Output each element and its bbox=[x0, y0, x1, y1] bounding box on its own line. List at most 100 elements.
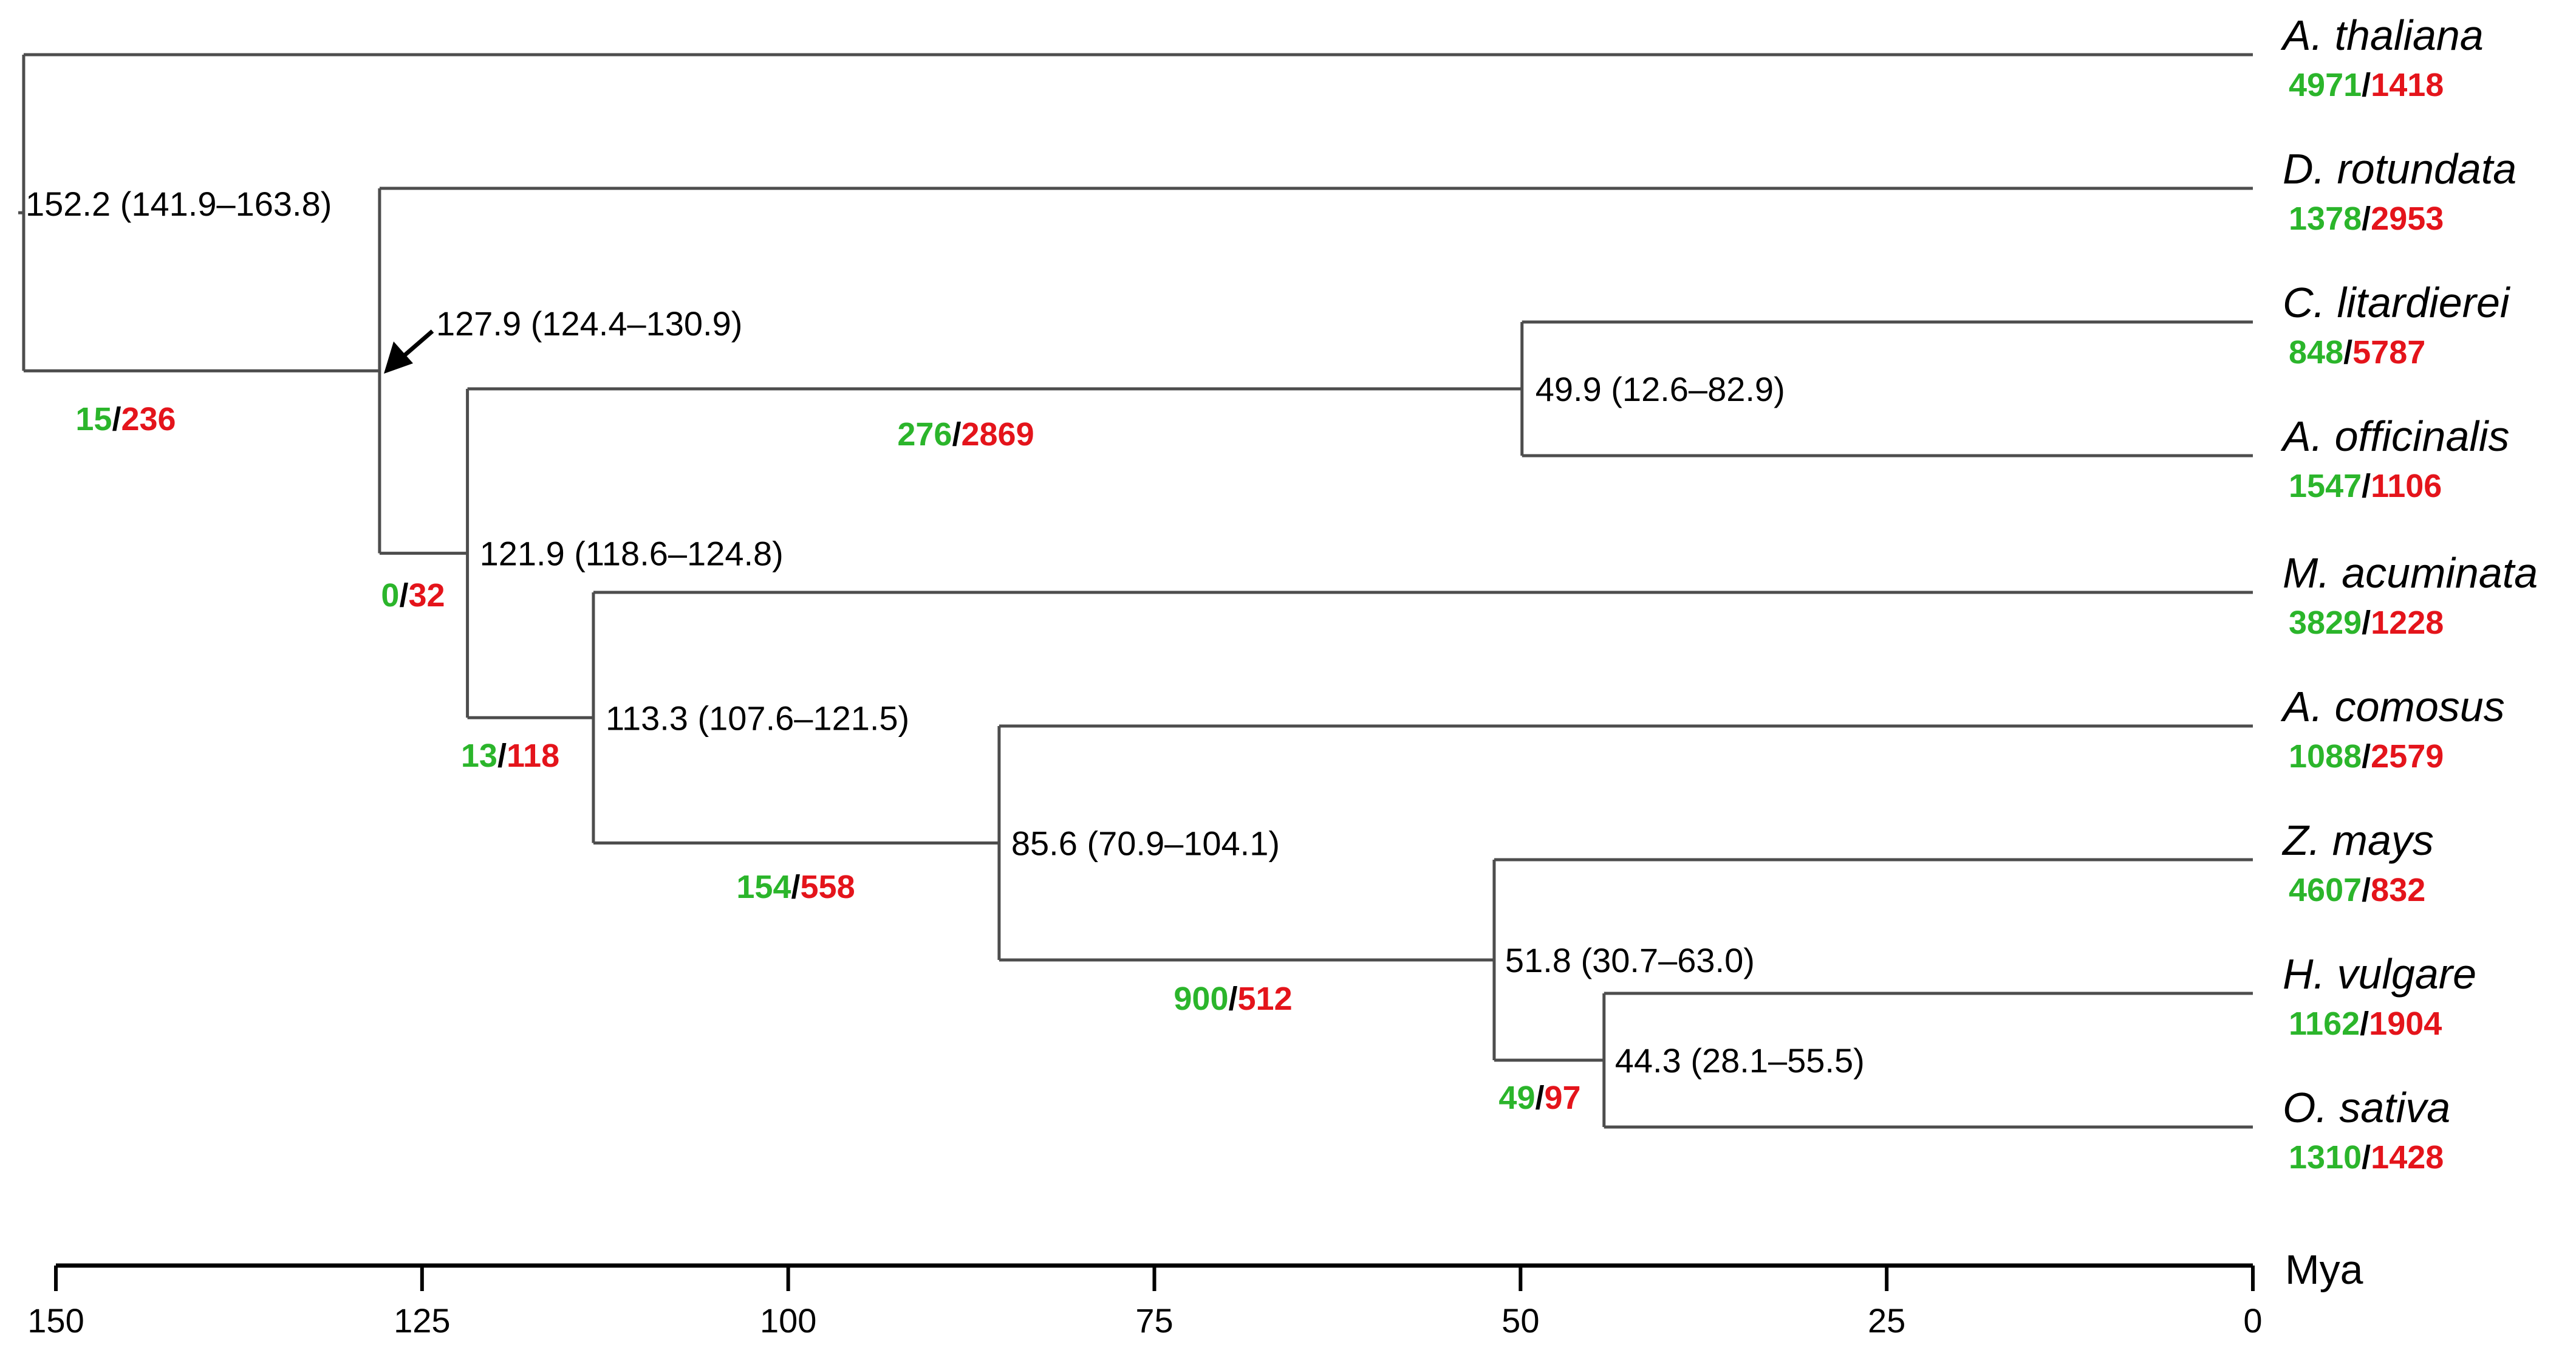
gain-count: 4971 bbox=[2289, 67, 2362, 103]
node-age-label: 51.8 (30.7–63.0) bbox=[1505, 941, 1755, 979]
count-separator: / bbox=[1228, 981, 1237, 1017]
gain-count: 15 bbox=[75, 401, 112, 437]
taxon-name: D. rotundata bbox=[2283, 145, 2516, 193]
branch-count-n121: 13/118 bbox=[461, 738, 559, 774]
node-age-label: 152.2 (141.9–163.8) bbox=[26, 185, 332, 223]
taxon-gain-loss: 1162/1904 bbox=[2289, 1006, 2442, 1042]
taxon-name: M. acuminata bbox=[2283, 549, 2538, 597]
node-age-label: 85.6 (70.9–104.1) bbox=[1011, 824, 1280, 863]
count-separator: / bbox=[2343, 334, 2352, 371]
taxon-3: A. officinalis 1547/1106 bbox=[2280, 413, 2509, 504]
node-age-labels: 152.2 (141.9–163.8) 127.9 (124.4–130.9) 12… bbox=[26, 185, 1865, 1080]
branch-count-root: 15/236 bbox=[75, 401, 176, 437]
count-separator: / bbox=[2362, 1139, 2371, 1176]
taxon-name: Z. mays bbox=[2281, 817, 2434, 864]
gain-count: 3829 bbox=[2289, 605, 2362, 641]
loss-count: 2953 bbox=[2371, 200, 2444, 237]
branch-count-monocots: 0/32 bbox=[381, 577, 445, 614]
loss-count: 2579 bbox=[2371, 738, 2444, 775]
axis-tick-label: 25 bbox=[1868, 1301, 1905, 1340]
axis-unit-label: Mya bbox=[2285, 1247, 2363, 1293]
arrow-icon bbox=[384, 329, 434, 374]
gain-count: 1547 bbox=[2289, 468, 2362, 504]
axis-tick-label: 125 bbox=[394, 1301, 450, 1340]
gain-count: 1162 bbox=[2289, 1006, 2360, 1042]
taxon-gain-loss: 1547/1106 bbox=[2289, 468, 2442, 504]
taxon-0: A. thaliana 4971/1418 bbox=[2280, 12, 2484, 103]
gain-count: 1088 bbox=[2289, 738, 2362, 775]
loss-count: 1106 bbox=[2371, 468, 2442, 504]
loss-count: 1428 bbox=[2371, 1139, 2444, 1176]
node-age-label: 121.9 (118.6–124.8) bbox=[480, 535, 784, 573]
gain-count: 276 bbox=[897, 416, 952, 453]
loss-count: 32 bbox=[408, 577, 445, 614]
taxon-gain-loss: 848/5787 bbox=[2289, 334, 2425, 371]
gain-count: 13 bbox=[461, 738, 497, 774]
taxon-gain-loss: 1378/2953 bbox=[2289, 200, 2444, 237]
node-age-label: 49.9 (12.6–82.9) bbox=[1536, 370, 1785, 408]
node-age-label: 44.3 (28.1–55.5) bbox=[1615, 1041, 1865, 1080]
taxon-gain-loss: 1310/1428 bbox=[2289, 1139, 2444, 1176]
time-axis: 150 125 100 75 50 25 0 Mya bbox=[27, 1247, 2363, 1340]
taxon-name: H. vulgare bbox=[2283, 950, 2476, 998]
count-separator: / bbox=[2362, 872, 2371, 908]
branch-gain-loss-counts: 15/2360/3213/118276/2869154/558900/51249… bbox=[75, 401, 1580, 1116]
taxon-2: C. litardierei 848/5787 bbox=[2283, 279, 2511, 371]
count-separator: / bbox=[2362, 605, 2371, 641]
loss-count: 1904 bbox=[2369, 1006, 2442, 1042]
gain-count: 1310 bbox=[2289, 1139, 2362, 1176]
loss-count: 118 bbox=[507, 738, 559, 774]
taxon-name: A. officinalis bbox=[2280, 413, 2509, 460]
axis-tick-label: 50 bbox=[1502, 1301, 1539, 1340]
taxon-5: A. comosus 1088/2579 bbox=[2280, 683, 2505, 775]
gain-count: 848 bbox=[2289, 334, 2343, 371]
count-separator: / bbox=[1535, 1080, 1544, 1116]
gain-count: 0 bbox=[381, 577, 399, 614]
arrow-shaft bbox=[399, 329, 434, 360]
node-age-label: 113.3 (107.6–121.5) bbox=[606, 699, 909, 737]
axis-tick-label: 0 bbox=[2243, 1301, 2262, 1340]
count-separator: / bbox=[2360, 1006, 2369, 1042]
count-separator: / bbox=[952, 416, 961, 453]
taxon-gain-loss: 4971/1418 bbox=[2289, 67, 2444, 103]
loss-count: 97 bbox=[1545, 1080, 1581, 1116]
loss-count: 1228 bbox=[2371, 605, 2444, 641]
count-separator: / bbox=[2362, 738, 2371, 775]
taxon-1: D. rotundata 1378/2953 bbox=[2283, 145, 2516, 237]
count-separator: / bbox=[791, 869, 800, 905]
loss-count: 236 bbox=[121, 401, 176, 437]
count-separator: / bbox=[112, 401, 121, 437]
gain-count: 1378 bbox=[2289, 200, 2362, 237]
loss-count: 1418 bbox=[2371, 67, 2444, 103]
arrow-head bbox=[384, 341, 413, 374]
branch-count-poales: 900/512 bbox=[1174, 981, 1292, 1017]
gain-count: 154 bbox=[736, 869, 791, 905]
loss-count: 832 bbox=[2371, 872, 2425, 908]
taxon-name: A. thaliana bbox=[2280, 12, 2484, 59]
gain-count: 900 bbox=[1174, 981, 1228, 1017]
count-separator: / bbox=[399, 577, 408, 614]
loss-count: 558 bbox=[801, 869, 855, 905]
gain-count: 49 bbox=[1498, 1080, 1535, 1116]
taxon-gain-loss: 4607/832 bbox=[2289, 872, 2425, 908]
taxon-6: Z. mays 4607/832 bbox=[2281, 817, 2434, 908]
count-separator: / bbox=[2362, 67, 2371, 103]
loss-count: 2869 bbox=[961, 416, 1034, 453]
count-separator: / bbox=[2362, 468, 2371, 504]
taxon-name: O. sativa bbox=[2283, 1084, 2450, 1131]
taxon-name: A. comosus bbox=[2280, 683, 2505, 730]
count-separator: / bbox=[2362, 200, 2371, 237]
tree-branches bbox=[18, 53, 2253, 1129]
axis-tick-label: 75 bbox=[1135, 1301, 1173, 1340]
loss-count: 512 bbox=[1238, 981, 1293, 1017]
branch-count-grasses: 49/97 bbox=[1498, 1080, 1580, 1116]
taxon-7: H. vulgare 1162/1904 bbox=[2283, 950, 2476, 1042]
axis-tick-label: 150 bbox=[27, 1301, 84, 1340]
taxon-gain-loss: 3829/1228 bbox=[2289, 605, 2444, 641]
gain-count: 4607 bbox=[2289, 872, 2362, 908]
branch-count-asparagales: 276/2869 bbox=[897, 416, 1034, 453]
taxon-4: M. acuminata 3829/1228 bbox=[2283, 549, 2538, 641]
axis-tick-label: 100 bbox=[760, 1301, 816, 1340]
